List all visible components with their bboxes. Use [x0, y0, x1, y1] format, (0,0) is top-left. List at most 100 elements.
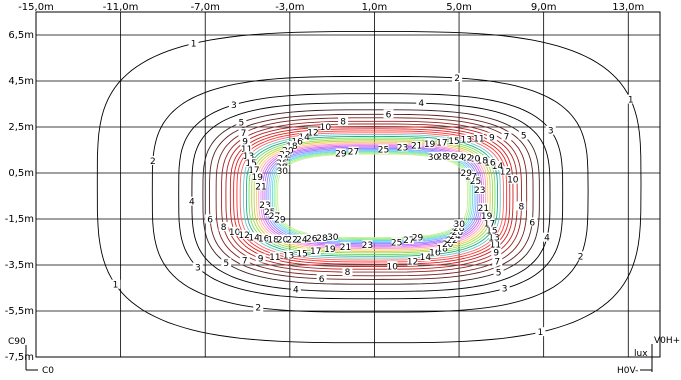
contour-label: 12	[307, 128, 318, 138]
contour-label: 24	[453, 153, 465, 163]
contour-label: 10	[320, 123, 332, 133]
contour-label-bg	[420, 252, 431, 262]
contour-label: 30	[277, 167, 289, 177]
contour-label-bg	[428, 152, 439, 162]
contour-line	[268, 149, 477, 243]
v0h-plus-label: V0H+	[654, 336, 680, 346]
contour-line	[178, 93, 564, 300]
contour-label: 4	[418, 99, 424, 109]
contour-label: 14	[420, 253, 432, 263]
contour-label: 2	[454, 74, 460, 84]
contour-label-bg	[255, 253, 266, 263]
contour-label: 19	[252, 173, 264, 183]
contour-label: 30	[327, 233, 339, 243]
contour-label: 21	[411, 142, 422, 152]
contour-label-bg	[454, 219, 465, 229]
contour-label-bg	[412, 232, 423, 242]
contour-label: 28	[436, 153, 448, 163]
contour-label: 11	[473, 135, 484, 145]
y-tick-label: -5,5m	[5, 306, 34, 317]
contour-label: 28	[453, 224, 465, 234]
contour-label: 29	[461, 169, 473, 179]
contour-line	[215, 117, 528, 277]
contour-label-bg	[490, 239, 501, 249]
contour-label: 17	[248, 166, 259, 176]
contour-line	[191, 102, 551, 292]
contour-label-bg	[516, 201, 527, 211]
y-tick-label: 6,5m	[8, 30, 34, 41]
contour-label: 13	[488, 233, 499, 243]
contour-label-bg	[277, 166, 288, 176]
contour-line	[270, 150, 475, 242]
x-tick-label: -7,0m	[191, 2, 220, 13]
contour-label-bg	[110, 279, 121, 289]
contour-label: 27	[403, 236, 414, 246]
corner-annotations: C90 C0 V0H+ lux H0V-	[8, 336, 680, 376]
x-tick-label: -11,0m	[103, 2, 139, 13]
contour-label-bg	[229, 226, 240, 236]
contour-label: 15	[245, 159, 256, 169]
contour-line	[151, 75, 589, 313]
contour-label-bg	[469, 153, 480, 163]
contour-label: 10	[507, 176, 519, 186]
contour-label-bg	[269, 251, 280, 261]
contour-line	[236, 130, 508, 263]
contour-label-bg	[397, 142, 408, 152]
contour-label-bg	[243, 151, 254, 161]
contour-label-bg	[499, 283, 510, 293]
contour-label: 1	[113, 281, 119, 291]
contour-label-bg	[545, 125, 556, 135]
contour-line	[229, 126, 514, 268]
contour-label-bg	[501, 131, 512, 141]
contour-label: 9	[493, 248, 499, 258]
contour-label-bg	[478, 203, 489, 213]
contour-label: 27	[269, 212, 280, 222]
contour-label: 13	[243, 152, 254, 162]
contour-label-bg	[283, 250, 294, 260]
contour-label-bg	[484, 157, 495, 167]
contour-label-bg	[411, 140, 422, 150]
contour-label: 13	[283, 251, 294, 261]
contour-label-bg	[147, 155, 158, 165]
contour-label: 16	[291, 138, 303, 148]
contour-line	[96, 31, 642, 344]
contour-label: 22	[286, 236, 297, 246]
contour-label: 29	[274, 215, 286, 225]
contour-label: 8	[221, 223, 227, 233]
contour-label-bg	[236, 117, 247, 127]
y-tick-label: -7,5m	[5, 352, 34, 363]
contour-label-bg	[416, 98, 427, 108]
contour-label: 12	[500, 167, 511, 177]
contour-label: 12	[407, 258, 418, 268]
contour-label: 2	[255, 304, 261, 314]
x-tick-label: 9,0m	[531, 2, 557, 13]
x-tick-label: 1,0m	[362, 2, 388, 13]
contour-label: 23	[474, 186, 485, 196]
contour-label-bg	[383, 109, 394, 119]
contour-label-bg	[260, 200, 271, 210]
contour-label-bg	[306, 233, 317, 243]
contour-label: 27	[348, 147, 359, 157]
contour-label-bg	[507, 174, 518, 184]
contour-label-bg	[500, 166, 511, 176]
contour-label-bg	[340, 242, 351, 252]
contour-label-bg	[239, 230, 250, 240]
contour-label: 7	[241, 129, 247, 139]
contour-label: 1	[628, 96, 634, 106]
contour-label: 8	[345, 268, 351, 278]
contour-label-bg	[308, 127, 319, 137]
contour-label: 18	[267, 235, 279, 245]
x-tick-label: 13,0m	[612, 2, 644, 13]
contour-label-bg	[362, 239, 373, 249]
contour-label-bg	[477, 155, 488, 165]
contour-label-bg	[192, 262, 203, 272]
contour-label: 26	[452, 228, 464, 238]
contour-label: 13	[461, 135, 472, 145]
contour-label-bg	[186, 196, 197, 206]
contour-label-bg	[518, 130, 529, 140]
contour-label: 19	[481, 212, 493, 222]
contour-label-bg	[299, 132, 310, 142]
contour-label-bg	[316, 232, 327, 242]
